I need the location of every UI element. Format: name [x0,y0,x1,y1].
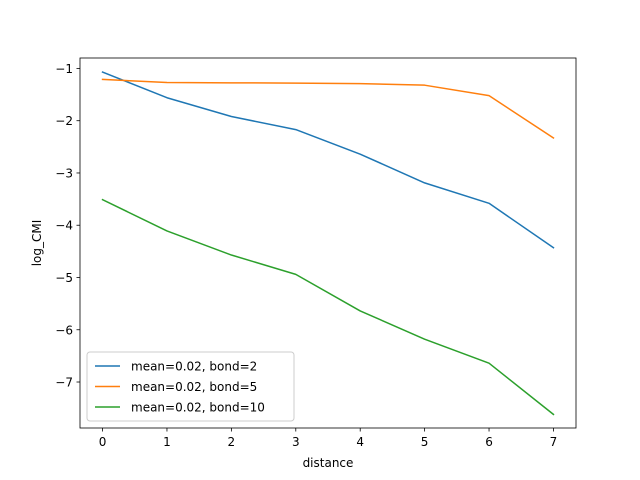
y-axis-label: log_CMI [30,220,44,267]
x-tick-label: 7 [550,435,558,449]
x-axis-ticks: 0 1 2 3 4 5 6 7 [99,428,558,449]
x-tick-label: 1 [163,435,171,449]
y-tick-label: −3 [55,166,73,180]
series-line-0 [101,71,555,249]
y-axis-ticks: −7 −6 −5 −4 −3 −2 −1 [55,62,80,390]
y-tick-label: −7 [55,376,73,390]
legend: mean=0.02, bond=2 mean=0.02, bond=5 mean=0… [86,351,295,422]
y-tick-label: −1 [55,62,73,76]
y-tick-label: −5 [55,271,73,285]
x-axis-label: distance [303,456,354,470]
x-tick-label: 6 [485,435,493,449]
x-tick-label: 5 [421,435,429,449]
legend-label-1: mean=0.02, bond=5 [131,380,257,394]
x-tick-label: 0 [99,435,107,449]
plot-frame [79,57,577,429]
y-tick-label: −4 [55,219,73,233]
x-tick-label: 2 [228,435,236,449]
legend-label-0: mean=0.02, bond=2 [131,360,257,374]
legend-box [86,351,295,422]
series-layer [101,71,555,416]
x-tick-label: 3 [292,435,300,449]
series-line-1 [101,78,555,139]
x-tick-label: 4 [356,435,364,449]
series-line-2 [101,198,555,416]
y-tick-label: −6 [55,323,73,337]
y-tick-label: −2 [55,114,73,128]
legend-label-2: mean=0.02, bond=10 [131,401,265,415]
